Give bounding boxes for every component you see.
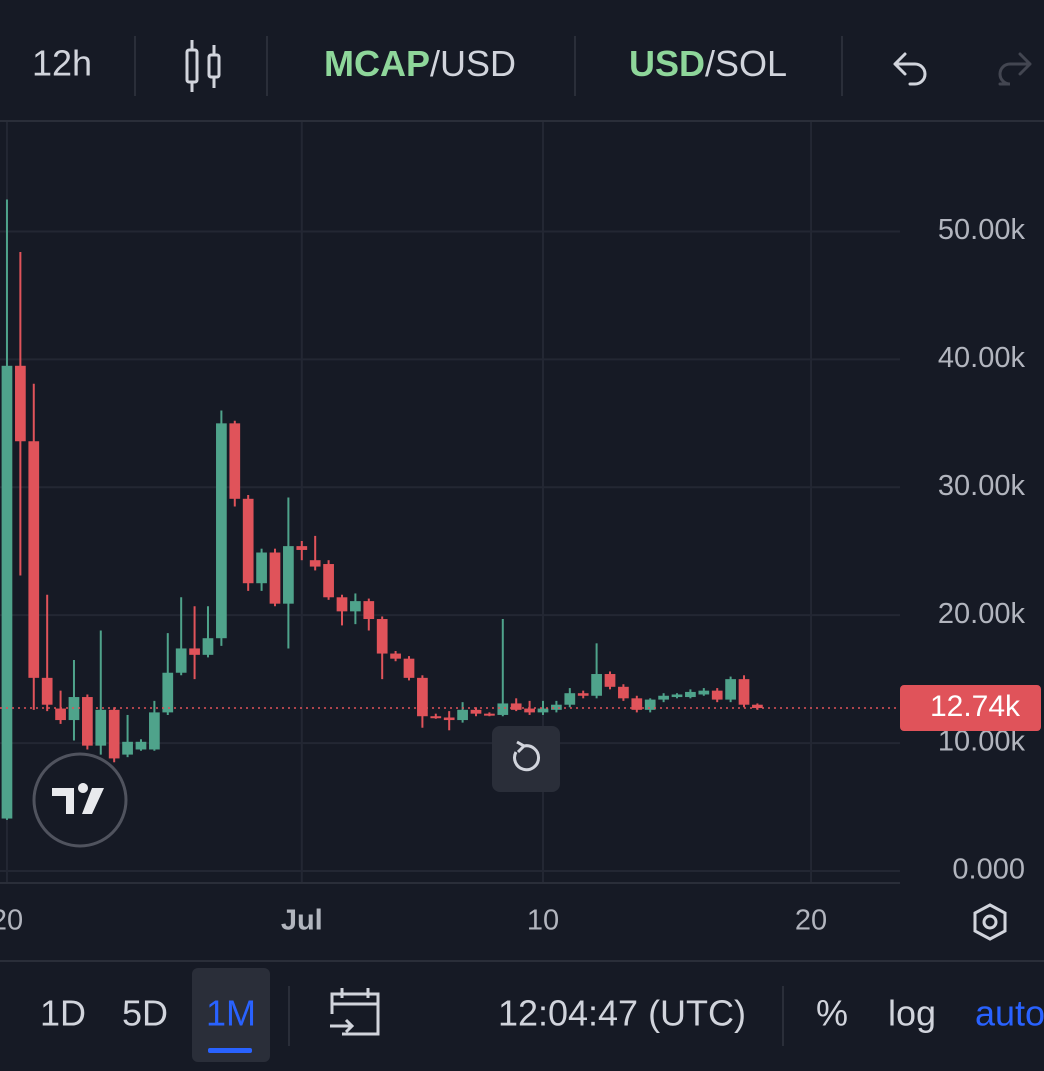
percent-button[interactable]: % xyxy=(816,993,848,1034)
range-button[interactable]: 1M xyxy=(206,993,256,1034)
candle-body xyxy=(725,679,736,700)
candle-body xyxy=(256,552,267,584)
range-button[interactable]: 1D xyxy=(40,993,86,1034)
candle-body xyxy=(510,703,522,710)
candle-body xyxy=(122,741,133,755)
candle-body xyxy=(497,703,509,715)
candle-body xyxy=(175,648,187,673)
candle-body xyxy=(162,672,174,713)
y-tick-label: 30.00k xyxy=(938,470,1026,502)
candle-body xyxy=(108,709,120,759)
candle-body xyxy=(551,704,562,710)
pair-base: USD xyxy=(629,43,705,84)
plot xyxy=(0,199,900,820)
pair-button[interactable]: USD/SOL xyxy=(629,43,787,84)
candle-body xyxy=(443,717,455,721)
candle-body xyxy=(242,498,254,584)
pair-quote: /USD xyxy=(430,43,516,84)
candle-body xyxy=(269,552,281,604)
settings-icon xyxy=(982,914,998,930)
candle-body xyxy=(752,704,763,709)
y-tick-label: 10.00k xyxy=(938,726,1026,758)
candle-body xyxy=(671,694,683,698)
candle-body xyxy=(711,690,723,700)
y-tick-label: 40.00k xyxy=(938,342,1026,374)
reset-button[interactable] xyxy=(492,726,560,792)
range-button[interactable]: 5D xyxy=(122,993,168,1034)
candle-body xyxy=(524,708,535,713)
logo[interactable] xyxy=(32,752,128,848)
candle-body xyxy=(189,648,200,655)
candle-body xyxy=(229,423,241,499)
candle-body xyxy=(618,686,629,699)
x-tick-label: 20 xyxy=(795,905,827,937)
candle-body xyxy=(658,695,669,700)
candle-body xyxy=(564,693,576,705)
x-tick-label: 20 xyxy=(0,905,23,937)
candle-body xyxy=(604,674,616,687)
last-price-badge xyxy=(900,685,1041,732)
candle-body xyxy=(283,546,294,604)
candle-body xyxy=(457,709,468,721)
candle-body xyxy=(15,365,26,442)
candle-body xyxy=(309,560,321,567)
pair-quote: /SOL xyxy=(705,43,787,84)
y-tick-label: 0.000 xyxy=(952,854,1025,886)
candle-body xyxy=(95,709,107,746)
goto-date-button[interactable] xyxy=(330,988,380,1036)
candle-body xyxy=(470,709,482,714)
candle-body xyxy=(55,708,66,721)
candle-body xyxy=(202,638,214,655)
candle-body xyxy=(149,712,160,750)
range-underline xyxy=(208,1048,252,1053)
candle-body xyxy=(577,693,589,696)
chart-type-icon[interactable] xyxy=(185,40,221,92)
candle-body xyxy=(591,674,602,696)
candle-body xyxy=(685,691,696,698)
y-tick-label: 20.00k xyxy=(938,598,1026,630)
candle-body xyxy=(296,546,308,550)
candle-body xyxy=(363,601,375,620)
candle-body xyxy=(323,564,334,598)
log-button[interactable]: log xyxy=(888,993,936,1034)
pair-button[interactable]: MCAP/USD xyxy=(324,43,516,84)
x-tick-label: Jul xyxy=(281,905,323,937)
candle-body xyxy=(430,716,442,719)
pair-base: MCAP xyxy=(324,43,430,84)
x-tick-label: 10 xyxy=(527,905,559,937)
clock[interactable]: 12:04:47 (UTC) xyxy=(498,993,746,1034)
candle-body xyxy=(403,658,415,678)
settings-button[interactable] xyxy=(973,903,1007,941)
candle-body xyxy=(1,365,13,819)
y-tick-label: 50.00k xyxy=(938,214,1026,246)
interval-button[interactable]: 12h xyxy=(32,43,92,84)
candle-body xyxy=(135,741,147,750)
candle-body xyxy=(28,441,40,678)
auto-button[interactable]: auto xyxy=(975,993,1044,1034)
candle-body xyxy=(698,690,710,695)
candle-body xyxy=(631,698,643,710)
candle-body xyxy=(390,653,401,659)
candle-body xyxy=(41,677,53,705)
candle-body xyxy=(216,423,227,639)
candle-body xyxy=(376,619,388,654)
last-price-label: 12.74k xyxy=(930,690,1021,723)
candle-body xyxy=(537,708,549,713)
undo-button[interactable] xyxy=(893,52,927,86)
candle-body xyxy=(336,597,348,612)
candle-body xyxy=(738,679,750,705)
redo-button[interactable] xyxy=(998,52,1032,86)
candle-body xyxy=(484,713,495,716)
candle-body xyxy=(350,601,361,612)
candle-body xyxy=(82,697,93,746)
candle-body xyxy=(644,699,656,710)
range-highlight xyxy=(192,968,270,1062)
candle-body xyxy=(417,677,428,717)
